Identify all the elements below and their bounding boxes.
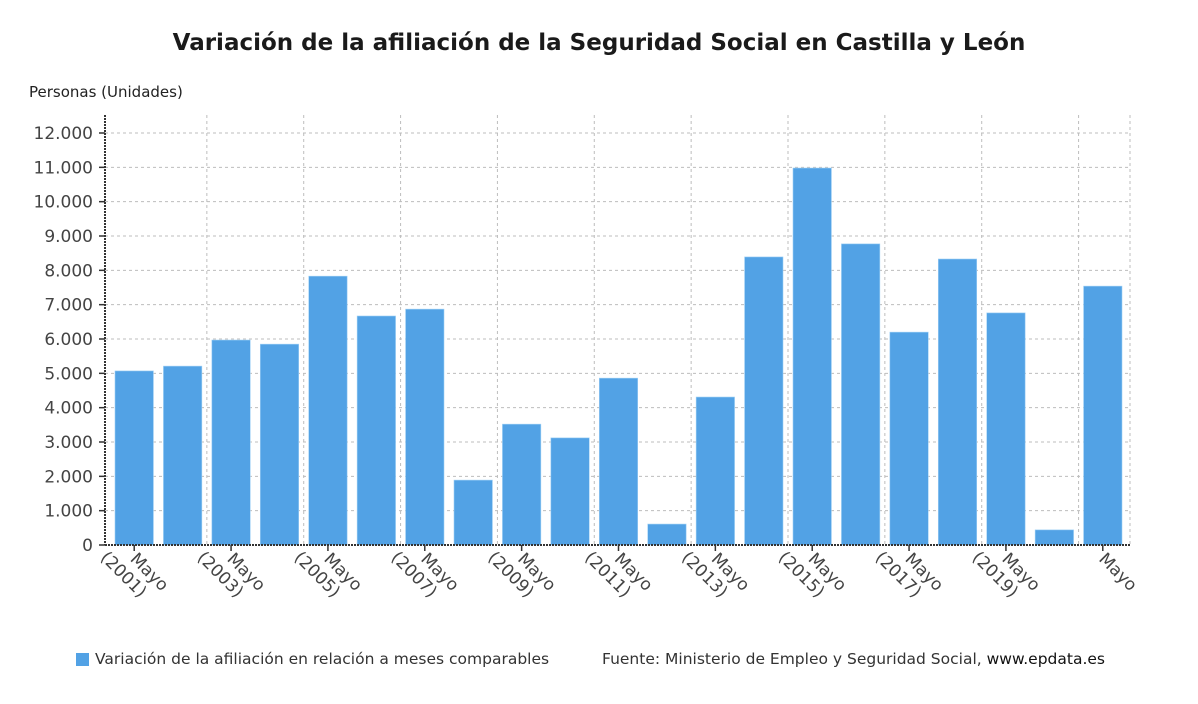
- bars: [114, 167, 1123, 546]
- bar-2012: [647, 523, 687, 546]
- y-tick-label: 10.000: [34, 193, 93, 213]
- bar-2001: [114, 370, 154, 546]
- source-text: Fuente: Ministerio de Empleo y Seguridad…: [602, 650, 987, 668]
- source-link[interactable]: www.epdata.es: [986, 650, 1105, 668]
- y-tick-label: 4.000: [44, 399, 93, 419]
- bar-2010: [550, 437, 590, 546]
- chart-title: Variación de la afiliación de la Segurid…: [172, 30, 1026, 56]
- legend-swatch: [76, 652, 89, 666]
- y-tick-label: 0: [82, 536, 93, 556]
- y-tick-label: 11.000: [34, 158, 93, 178]
- bar-2020: [1034, 529, 1074, 546]
- bar-2008: [453, 479, 493, 546]
- y-tick-label: 8.000: [44, 261, 93, 281]
- bar-2003: [211, 339, 251, 546]
- y-tick-label: 7.000: [44, 296, 93, 316]
- bar-2016: [841, 243, 881, 546]
- source-note: Fuente: Ministerio de Empleo y Seguridad…: [602, 650, 1105, 668]
- y-tick-label: 1.000: [44, 502, 93, 522]
- legend: Variación de la afiliación en relación a…: [76, 650, 549, 668]
- bar-2011: [598, 377, 639, 546]
- bar-2018: [937, 258, 978, 546]
- bar-2007: [405, 308, 445, 546]
- bar-2014: [744, 256, 784, 546]
- x-tick-label: Mayo: [1094, 549, 1140, 595]
- y-axis: 0 1.000 2.000 3.000 4.000 5.000 6.000 7.000 8.00…: [34, 115, 106, 556]
- bar-2019: [986, 312, 1026, 546]
- bar-2009: [502, 423, 542, 546]
- y-tick-label: 12.000: [34, 124, 93, 144]
- bar-2013: [695, 396, 735, 546]
- x-tick-label-month: Mayo: [1094, 549, 1140, 595]
- bar-2005: [308, 275, 348, 546]
- y-tick-label: 6.000: [44, 330, 93, 350]
- y-axis-label: Personas (Unidades): [29, 83, 183, 101]
- bar-2017: [889, 331, 929, 546]
- x-axis: Mayo(2001) Mayo(2003) Mayo(2005) Mayo(2007)…: [96, 544, 1141, 602]
- legend-label: Variación de la afiliación en relación a…: [95, 650, 550, 668]
- bar-2004: [259, 343, 300, 546]
- y-tick-label: 3.000: [44, 433, 93, 453]
- bar-2006: [356, 315, 396, 546]
- y-tick-label: 2.000: [44, 467, 93, 487]
- y-tick-label: 9.000: [44, 227, 93, 247]
- bar-2021: [1083, 285, 1123, 546]
- y-tick-label: 5.000: [44, 364, 93, 384]
- bar-2015: [792, 167, 832, 546]
- bar-2002: [163, 365, 203, 546]
